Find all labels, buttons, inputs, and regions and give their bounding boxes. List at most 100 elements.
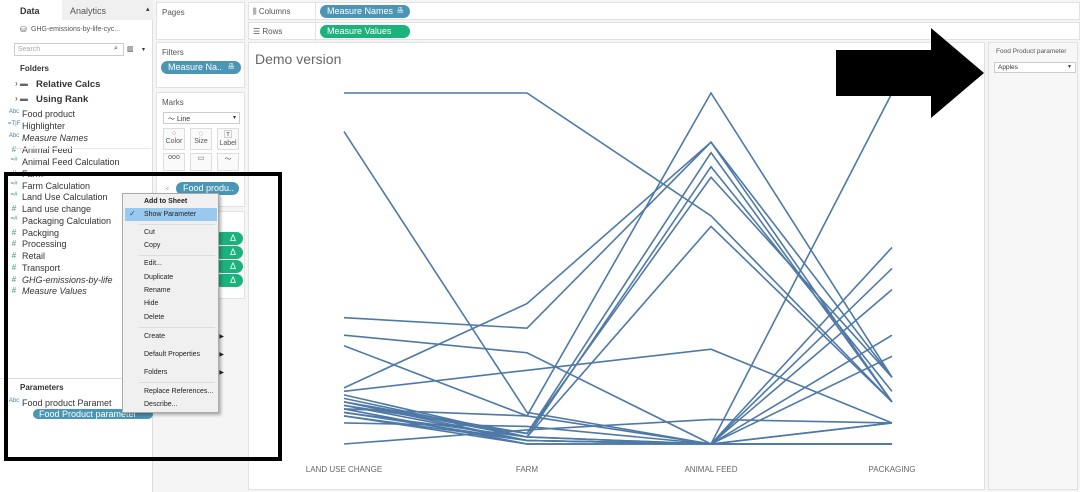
divider bbox=[14, 148, 151, 149]
view-toggle-icon[interactable]: ▥ bbox=[127, 46, 134, 53]
pages-shelf[interactable]: Pages bbox=[156, 2, 245, 40]
series-line-2[interactable] bbox=[343, 140, 893, 378]
field-item[interactable]: › ▬ Using Rank bbox=[15, 94, 88, 105]
size-button[interactable]: ◌ Size bbox=[190, 128, 212, 150]
tooltip-icon: ▭ bbox=[197, 155, 205, 162]
label-icon: 🅃 bbox=[224, 130, 232, 139]
series-line-18[interactable] bbox=[343, 415, 893, 445]
measure-icon: # bbox=[11, 228, 17, 237]
parameter-dropdown[interactable]: Apples ▼ bbox=[994, 62, 1076, 73]
field-item[interactable]: =# Animal Feed Calculation bbox=[11, 157, 120, 167]
menu-item-create[interactable]: Create ▶ bbox=[144, 333, 224, 340]
measure-icon: # bbox=[11, 145, 17, 154]
tab-analytics[interactable]: Analytics bbox=[62, 0, 153, 20]
field-label: Land Use Calculation bbox=[22, 192, 108, 202]
color-button[interactable]: ⁘ Color bbox=[163, 128, 185, 150]
columns-pill[interactable]: Measure Names ≞ bbox=[320, 5, 410, 18]
calc-measure-icon: =# bbox=[10, 181, 18, 187]
columns-shelf[interactable]: ⫼ Columns Measure Names ≞ bbox=[248, 2, 1080, 21]
series-line-6[interactable] bbox=[343, 418, 893, 445]
series-line-11[interactable] bbox=[343, 225, 893, 438]
parallel-line-chart bbox=[343, 91, 893, 445]
series-line-7[interactable] bbox=[343, 91, 893, 417]
menu-item-delete[interactable]: Delete bbox=[144, 314, 165, 321]
series-line-22[interactable] bbox=[343, 411, 892, 445]
filter-pill[interactable]: Measure Na.. ≞ bbox=[161, 61, 241, 74]
measure-pill[interactable]: Δ bbox=[215, 260, 243, 273]
menu-item-duplicate[interactable]: Duplicate bbox=[144, 274, 174, 281]
datasource-name[interactable]: GHG-emissions-by-life-cyc... bbox=[31, 26, 121, 33]
rows-shelf[interactable]: ☰ Rows Measure Values bbox=[248, 22, 1080, 41]
rows-label: ☰ Rows bbox=[253, 27, 283, 36]
field-item[interactable]: # Land use change bbox=[12, 204, 91, 214]
parameter-item[interactable]: Abc Food product Paramet bbox=[8, 398, 112, 408]
series-line-17[interactable] bbox=[343, 355, 893, 445]
field-label: Transport bbox=[22, 263, 61, 273]
label-button[interactable]: 🅃 Label bbox=[217, 128, 239, 150]
filters-label: Filters bbox=[162, 48, 184, 57]
mark-type-select[interactable]: 〜 Line ▾ bbox=[163, 112, 240, 124]
columns-label: ⫼ Columns bbox=[253, 7, 291, 16]
chevron-down-icon: ▾ bbox=[232, 115, 236, 121]
menu-item-show-parameter[interactable]: ✓ Show Parameter bbox=[125, 208, 217, 221]
sort-icon: ≞ bbox=[227, 62, 235, 72]
field-item[interactable]: # Animal Feed bbox=[12, 145, 73, 155]
submenu-arrow-icon: ▶ bbox=[219, 334, 224, 340]
field-label: Measure Values bbox=[22, 286, 87, 296]
series-line-4[interactable] bbox=[343, 140, 893, 403]
menu-header-add-to-sheet[interactable]: Add to Sheet bbox=[144, 198, 188, 205]
pane-menu-icon[interactable]: ▴ bbox=[146, 6, 150, 13]
field-item[interactable]: =# Farm Calculation bbox=[11, 181, 90, 191]
field-item[interactable]: # Packging bbox=[12, 228, 60, 238]
menu-item-hide[interactable]: Hide bbox=[144, 300, 159, 307]
field-item[interactable]: Abc Food product bbox=[9, 109, 75, 119]
field-item[interactable]: Abc Measure Names bbox=[9, 133, 88, 143]
folder-icon: › ▬ bbox=[15, 94, 28, 103]
divider bbox=[0, 378, 153, 379]
color-dots-icon: ⁘ bbox=[170, 129, 178, 138]
series-line-12[interactable] bbox=[343, 92, 893, 445]
detail-pill[interactable]: Food produ.. bbox=[176, 182, 239, 195]
menu-item-edit[interactable]: Edit... bbox=[144, 260, 162, 267]
detail-button[interactable]: ooo bbox=[163, 153, 185, 171]
menu-item-describe[interactable]: Describe... bbox=[144, 401, 178, 408]
menu-item-default-properties[interactable]: Default Properties ▶ bbox=[144, 351, 224, 358]
tab-data[interactable]: Data bbox=[0, 0, 62, 20]
measure-icon: # bbox=[11, 204, 17, 213]
menu-item-folders[interactable]: Folders ▶ bbox=[144, 369, 224, 376]
rows-pill[interactable]: Measure Values bbox=[320, 25, 410, 38]
calc-measure-icon: =# bbox=[10, 157, 18, 163]
series-line-8[interactable] bbox=[343, 151, 893, 435]
measure-icon: # bbox=[11, 239, 17, 248]
field-item[interactable]: # Transport bbox=[12, 263, 61, 273]
field-item[interactable]: # Measure Values bbox=[12, 286, 87, 296]
field-item[interactable]: =# Packaging Calculation bbox=[11, 216, 111, 226]
series-line-10[interactable] bbox=[343, 175, 893, 435]
field-item[interactable]: # Processing bbox=[12, 239, 67, 249]
measure-pill[interactable]: Δ bbox=[215, 232, 243, 245]
field-item[interactable]: =T|F Highlighter bbox=[8, 121, 65, 131]
tooltip-button[interactable]: ▭ bbox=[190, 153, 212, 171]
x-tick-label: LAND USE CHANGE bbox=[305, 465, 383, 474]
path-button[interactable]: 〜 bbox=[217, 153, 239, 171]
menu-item-cut[interactable]: Cut bbox=[144, 229, 155, 236]
menu-item-replace-references[interactable]: Replace References... bbox=[144, 388, 214, 395]
sheet-title: Demo version bbox=[255, 51, 342, 67]
filters-shelf[interactable]: Filters Measure Na.. ≞ bbox=[156, 42, 245, 88]
menu-item-rename[interactable]: Rename bbox=[144, 287, 171, 294]
sort-dropdown-icon[interactable]: ▾ bbox=[142, 47, 146, 53]
measure-pill[interactable]: Δ bbox=[215, 274, 243, 287]
field-item[interactable]: =# Land Use Calculation bbox=[11, 192, 108, 202]
series-line-9[interactable] bbox=[343, 165, 893, 438]
series-line-0[interactable] bbox=[344, 92, 893, 403]
x-tick-label: PACKAGING bbox=[868, 465, 916, 474]
measure-pill[interactable]: Δ bbox=[215, 246, 243, 259]
menu-item-copy[interactable]: Copy bbox=[144, 242, 161, 249]
field-item[interactable]: # GHG-emissions-by-life bbox=[12, 275, 113, 285]
field-label: Processing bbox=[22, 239, 67, 249]
search-input[interactable]: Search bbox=[14, 43, 124, 56]
field-item[interactable]: # Retail bbox=[12, 251, 45, 261]
field-item[interactable]: › ▬ Relative Calcs bbox=[15, 79, 100, 90]
field-label: Packging bbox=[22, 228, 60, 238]
